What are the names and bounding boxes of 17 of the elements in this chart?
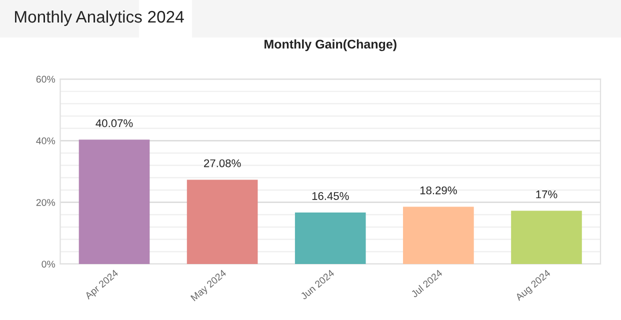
data-label: 40.07% [96, 119, 133, 128]
bar [186, 180, 258, 264]
y-tick-label: 20% [36, 199, 56, 206]
text: 2024 [148, 10, 184, 23]
bar [78, 140, 150, 264]
y-tick-label: 40% [36, 137, 56, 144]
data-label: 16.45% [312, 192, 349, 200]
bar [294, 212, 366, 264]
text: Monthly Analytics [15, 10, 142, 26]
data-label: 18.29% [420, 186, 457, 194]
chart-title: Monthly Gain(Change) [264, 39, 396, 52]
data-label: 17% [536, 190, 558, 198]
y-tick-label: 0% [42, 260, 56, 268]
bar [403, 206, 474, 264]
data-label: 27.08% [204, 159, 241, 168]
y-tick-label: 60% [36, 76, 56, 83]
bar [511, 210, 582, 264]
